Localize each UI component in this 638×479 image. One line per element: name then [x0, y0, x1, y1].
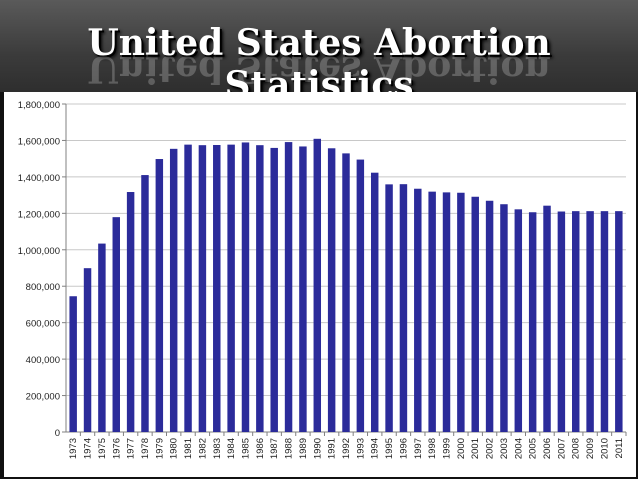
bar-chart: 0 200,000 400,000 600,000 800,000 1,000,000 1,…	[18, 100, 627, 459]
x-tick-label: 1980	[169, 438, 180, 459]
bar-2004	[514, 209, 523, 432]
bar-1991	[327, 148, 336, 432]
slide-title: United States Abortion Statistics	[87, 22, 551, 106]
title-bar: United States Abortion Statistics United…	[0, 0, 638, 106]
x-tick-label: 1999	[442, 438, 453, 459]
bar-2006	[543, 205, 551, 432]
x-tick-label: 1974	[83, 438, 94, 459]
bar-2010	[600, 211, 609, 432]
x-tick-label: 1977	[126, 438, 137, 459]
x-tick-label: 2005	[528, 438, 539, 459]
x-tick-label: 1983	[212, 438, 223, 459]
x-tick-label: 2002	[485, 438, 496, 459]
bar-1988	[284, 142, 293, 432]
x-tick-label: 1996	[398, 438, 409, 459]
x-tick-label: 1973	[68, 438, 79, 459]
x-tick-label: 2007	[556, 438, 567, 459]
bar-1980	[169, 148, 178, 432]
bar-1982	[198, 145, 207, 432]
bar-1996	[399, 184, 408, 432]
y-tick-label: 200,000	[26, 392, 60, 403]
x-tick-label: 1984	[226, 438, 237, 459]
bar-2000	[457, 192, 465, 432]
x-tick-label: 1994	[370, 438, 381, 459]
bar-1990	[313, 138, 322, 432]
bar-1989	[299, 146, 307, 433]
x-tick-label: 1992	[341, 438, 352, 459]
x-tick-label: 1986	[255, 438, 266, 459]
y-tick-label: 1,400,000	[18, 173, 60, 184]
bar-2002	[485, 200, 494, 432]
bar-2007	[557, 211, 566, 432]
x-tick-label: 1995	[384, 438, 395, 459]
x-tick-label: 2004	[513, 438, 524, 459]
slide-title-reflection: United States Abortion Statistics	[87, 56, 551, 90]
bar-1986	[256, 145, 264, 432]
bar-1984	[227, 144, 235, 432]
bar-1993	[356, 159, 365, 433]
bar-2009	[586, 211, 594, 432]
x-tick-label: 1989	[298, 438, 309, 459]
x-tick-label: 2000	[456, 438, 467, 459]
bar-1998	[428, 191, 436, 432]
x-tick-label: 1985	[240, 438, 251, 459]
bar-1983	[213, 145, 221, 432]
bar-1995	[385, 184, 393, 432]
x-tick-label: 1981	[183, 438, 194, 459]
bar-1987	[270, 147, 278, 432]
x-tick-label: 1990	[312, 438, 323, 459]
y-tick-label: 400,000	[26, 355, 60, 366]
bar-1981	[184, 144, 192, 432]
x-tick-label: 1982	[197, 438, 208, 459]
x-tick-label: 1998	[427, 438, 438, 459]
y-tick-label: 1,600,000	[18, 136, 60, 147]
x-tick-label: 1997	[413, 438, 424, 459]
y-tick-label: 800,000	[26, 282, 60, 293]
x-tick-label: 2006	[542, 438, 553, 459]
bar-1999	[442, 192, 451, 432]
bar-1997	[414, 188, 422, 432]
y-tick-label: 0	[55, 428, 60, 439]
x-tick-label: 1993	[355, 438, 366, 459]
bar-1979	[155, 159, 164, 432]
bar-1977	[126, 192, 135, 432]
bar-2011	[615, 211, 623, 432]
x-tick-label: 2003	[499, 438, 510, 459]
x-tick-label: 2011	[614, 438, 625, 458]
bar-1992	[342, 153, 350, 433]
x-tick-label: 2010	[599, 438, 610, 459]
bar-1985	[241, 142, 250, 432]
x-tick-label: 1975	[97, 438, 108, 459]
x-tick-label: 1987	[269, 438, 280, 459]
bar-1975	[98, 243, 106, 432]
x-tick-label: 1976	[111, 438, 122, 459]
y-tick-label: 600,000	[26, 319, 60, 330]
bar-2003	[500, 204, 508, 432]
bar-1973	[69, 296, 77, 432]
bar-2005	[528, 212, 537, 432]
x-tick-label: 2008	[571, 438, 582, 459]
bar-1974	[83, 268, 92, 432]
x-tick-label: 1988	[284, 438, 295, 459]
bar-2008	[572, 211, 580, 432]
y-tick-label: 1,800,000	[18, 100, 60, 111]
y-tick-label: 1,000,000	[18, 246, 60, 257]
x-tick-label: 2001	[470, 438, 481, 459]
x-tick-label: 1978	[140, 438, 151, 459]
bar-1978	[141, 175, 149, 433]
x-tick-label: 1979	[154, 438, 165, 459]
x-tick-label: 2009	[585, 438, 596, 459]
x-tick-label: 1991	[327, 438, 338, 459]
bar-1994	[370, 172, 379, 432]
bar-2001	[471, 196, 479, 432]
bar-1976	[112, 217, 120, 432]
y-tick-label: 1,200,000	[18, 209, 60, 220]
chart-panel: 0 200,000 400,000 600,000 800,000 1,000,000 1,…	[4, 92, 636, 477]
